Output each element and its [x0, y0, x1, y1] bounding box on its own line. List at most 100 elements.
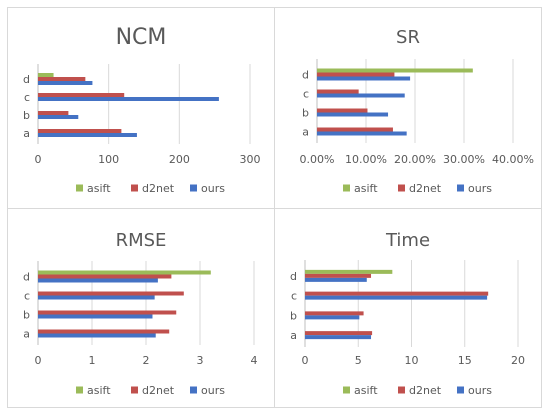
sr-bar-ours-d: [317, 76, 411, 81]
time-legend-item-ours: ours: [457, 384, 492, 397]
panel-divider-vertical: [274, 8, 275, 407]
ncm-legend-item-ours: ours: [190, 182, 225, 195]
time-category-label-b: b: [290, 309, 297, 322]
rmse-tick-label-3: 3: [197, 354, 204, 367]
time-legend-swatch-d2net: [398, 386, 405, 394]
ncm-category-label-a: a: [23, 127, 30, 140]
rmse-legend-item-d2net: d2net: [131, 384, 175, 397]
rmse-category-label-c: c: [24, 290, 30, 303]
sr-bar-d2net-a: [317, 127, 393, 132]
time-legend-item-d2net: d2net: [398, 384, 442, 397]
rmse-category-label-a: a: [23, 328, 30, 341]
ncm-bar-d2net-d: [38, 77, 86, 81]
ncm-bar-asift-d: [38, 73, 54, 77]
ncm-legend-label-ours: ours: [201, 182, 225, 195]
ncm-bar-ours-d: [38, 81, 93, 85]
rmse-tick-label-2: 2: [143, 354, 150, 367]
ncm-legend-label-asift: asift: [87, 182, 111, 195]
time-title: Time: [385, 230, 430, 251]
time-tick-label-0: 0: [302, 354, 309, 367]
time-category-label-c: c: [291, 290, 297, 303]
ncm-bar-ours-a: [38, 133, 137, 137]
ncm-title: NCM: [116, 25, 167, 50]
rmse-bar-ours-a: [38, 333, 156, 338]
ncm-legend-label-d2net: d2net: [142, 182, 175, 195]
time-tick-label-2: 10: [405, 354, 419, 367]
rmse-legend-swatch-ours: [190, 386, 197, 394]
time-legend-label-asift: asift: [354, 384, 378, 397]
rmse-legend-item-ours: ours: [190, 384, 225, 397]
ncm-category-label-c: c: [24, 91, 30, 104]
rmse-title: RMSE: [116, 230, 167, 251]
rmse-legend-swatch-d2net: [131, 386, 138, 394]
rmse-tick-label-1: 1: [89, 354, 96, 367]
ncm-chart-panel: NCM a b c d 0 100 200 300 asift d2net ours: [8, 8, 274, 208]
rmse-legend-label-asift: asift: [87, 384, 111, 397]
sr-bar-asift-d: [317, 68, 473, 73]
time-bar-d2net-d: [305, 273, 372, 278]
ncm-legend-item-d2net: d2net: [131, 182, 175, 195]
ncm-tick-label-2: 200: [169, 153, 190, 166]
time-chart-panel: Time a b c d 0 5 10 15 20 asift d2net ours: [275, 209, 541, 407]
sr-legend-label-asift: asift: [354, 182, 378, 195]
time-tick-label-1: 5: [355, 354, 362, 367]
time-legend-swatch-asift: [343, 386, 350, 394]
time-bar-ours-a: [305, 335, 372, 340]
sr-legend-swatch-asift: [343, 184, 350, 192]
sr-bar-d2net-b: [317, 108, 368, 113]
rmse-tick-label-0: 0: [35, 354, 42, 367]
time-tick-label-4: 20: [511, 354, 525, 367]
time-legend-item-asift: asift: [343, 384, 378, 397]
ncm-bar-ours-b: [38, 115, 79, 119]
sr-tick-label-4: 40.00%: [492, 153, 534, 166]
time-bar-ours-b: [305, 315, 360, 320]
sr-bar-ours-b: [317, 112, 389, 117]
sr-legend-item-asift: asift: [343, 182, 378, 195]
rmse-bar-ours-d: [38, 278, 158, 283]
time-bar-d2net-b: [305, 311, 364, 316]
sr-title: SR: [396, 27, 420, 48]
rmse-legend-item-asift: asift: [76, 384, 111, 397]
ncm-legend-item-asift: asift: [76, 182, 111, 195]
rmse-category-label-b: b: [23, 309, 30, 322]
sr-legend-label-ours: ours: [468, 182, 492, 195]
sr-legend-swatch-ours: [457, 184, 464, 192]
sr-legend-item-d2net: d2net: [398, 182, 442, 195]
rmse-bar-d2net-d: [38, 274, 172, 279]
time-bar-asift-d: [305, 269, 393, 274]
rmse-bar-d2net-a: [38, 329, 170, 334]
time-legend-swatch-ours: [457, 386, 464, 394]
ncm-tick-label-3: 300: [240, 153, 261, 166]
rmse-bar-d2net-c: [38, 291, 184, 296]
ncm-bar-ours-c: [38, 97, 219, 101]
ncm-bar-d2net-c: [38, 93, 125, 97]
sr-tick-label-0: 0.00%: [300, 153, 335, 166]
sr-legend-label-d2net: d2net: [409, 182, 442, 195]
time-legend-label-d2net: d2net: [409, 384, 442, 397]
sr-category-label-b: b: [302, 107, 309, 120]
rmse-bar-ours-c: [38, 295, 155, 300]
sr-legend-swatch-d2net: [398, 184, 405, 192]
time-bar-ours-d: [305, 277, 367, 282]
ncm-tick-label-1: 100: [98, 153, 119, 166]
sr-category-label-a: a: [302, 126, 309, 139]
rmse-legend-swatch-asift: [76, 386, 83, 394]
rmse-tick-label-4: 4: [251, 354, 258, 367]
ncm-bar-d2net-b: [38, 111, 69, 115]
rmse-category-label-d: d: [23, 271, 30, 284]
panel-divider-horizontal: [8, 208, 541, 209]
ncm-category-label-b: b: [23, 109, 30, 122]
time-category-label-d: d: [290, 270, 297, 283]
sr-category-label-d: d: [302, 69, 309, 82]
time-bar-ours-c: [305, 295, 488, 300]
time-bar-d2net-c: [305, 291, 489, 296]
time-category-label-a: a: [290, 329, 297, 342]
sr-bar-ours-a: [317, 131, 407, 136]
ncm-legend-swatch-ours: [190, 184, 197, 192]
rmse-chart-panel: RMSE a b c d 0 1 2 3 4 asift d2net ours: [8, 209, 274, 407]
rmse-bar-ours-b: [38, 314, 153, 319]
ncm-tick-label-0: 0: [35, 153, 42, 166]
